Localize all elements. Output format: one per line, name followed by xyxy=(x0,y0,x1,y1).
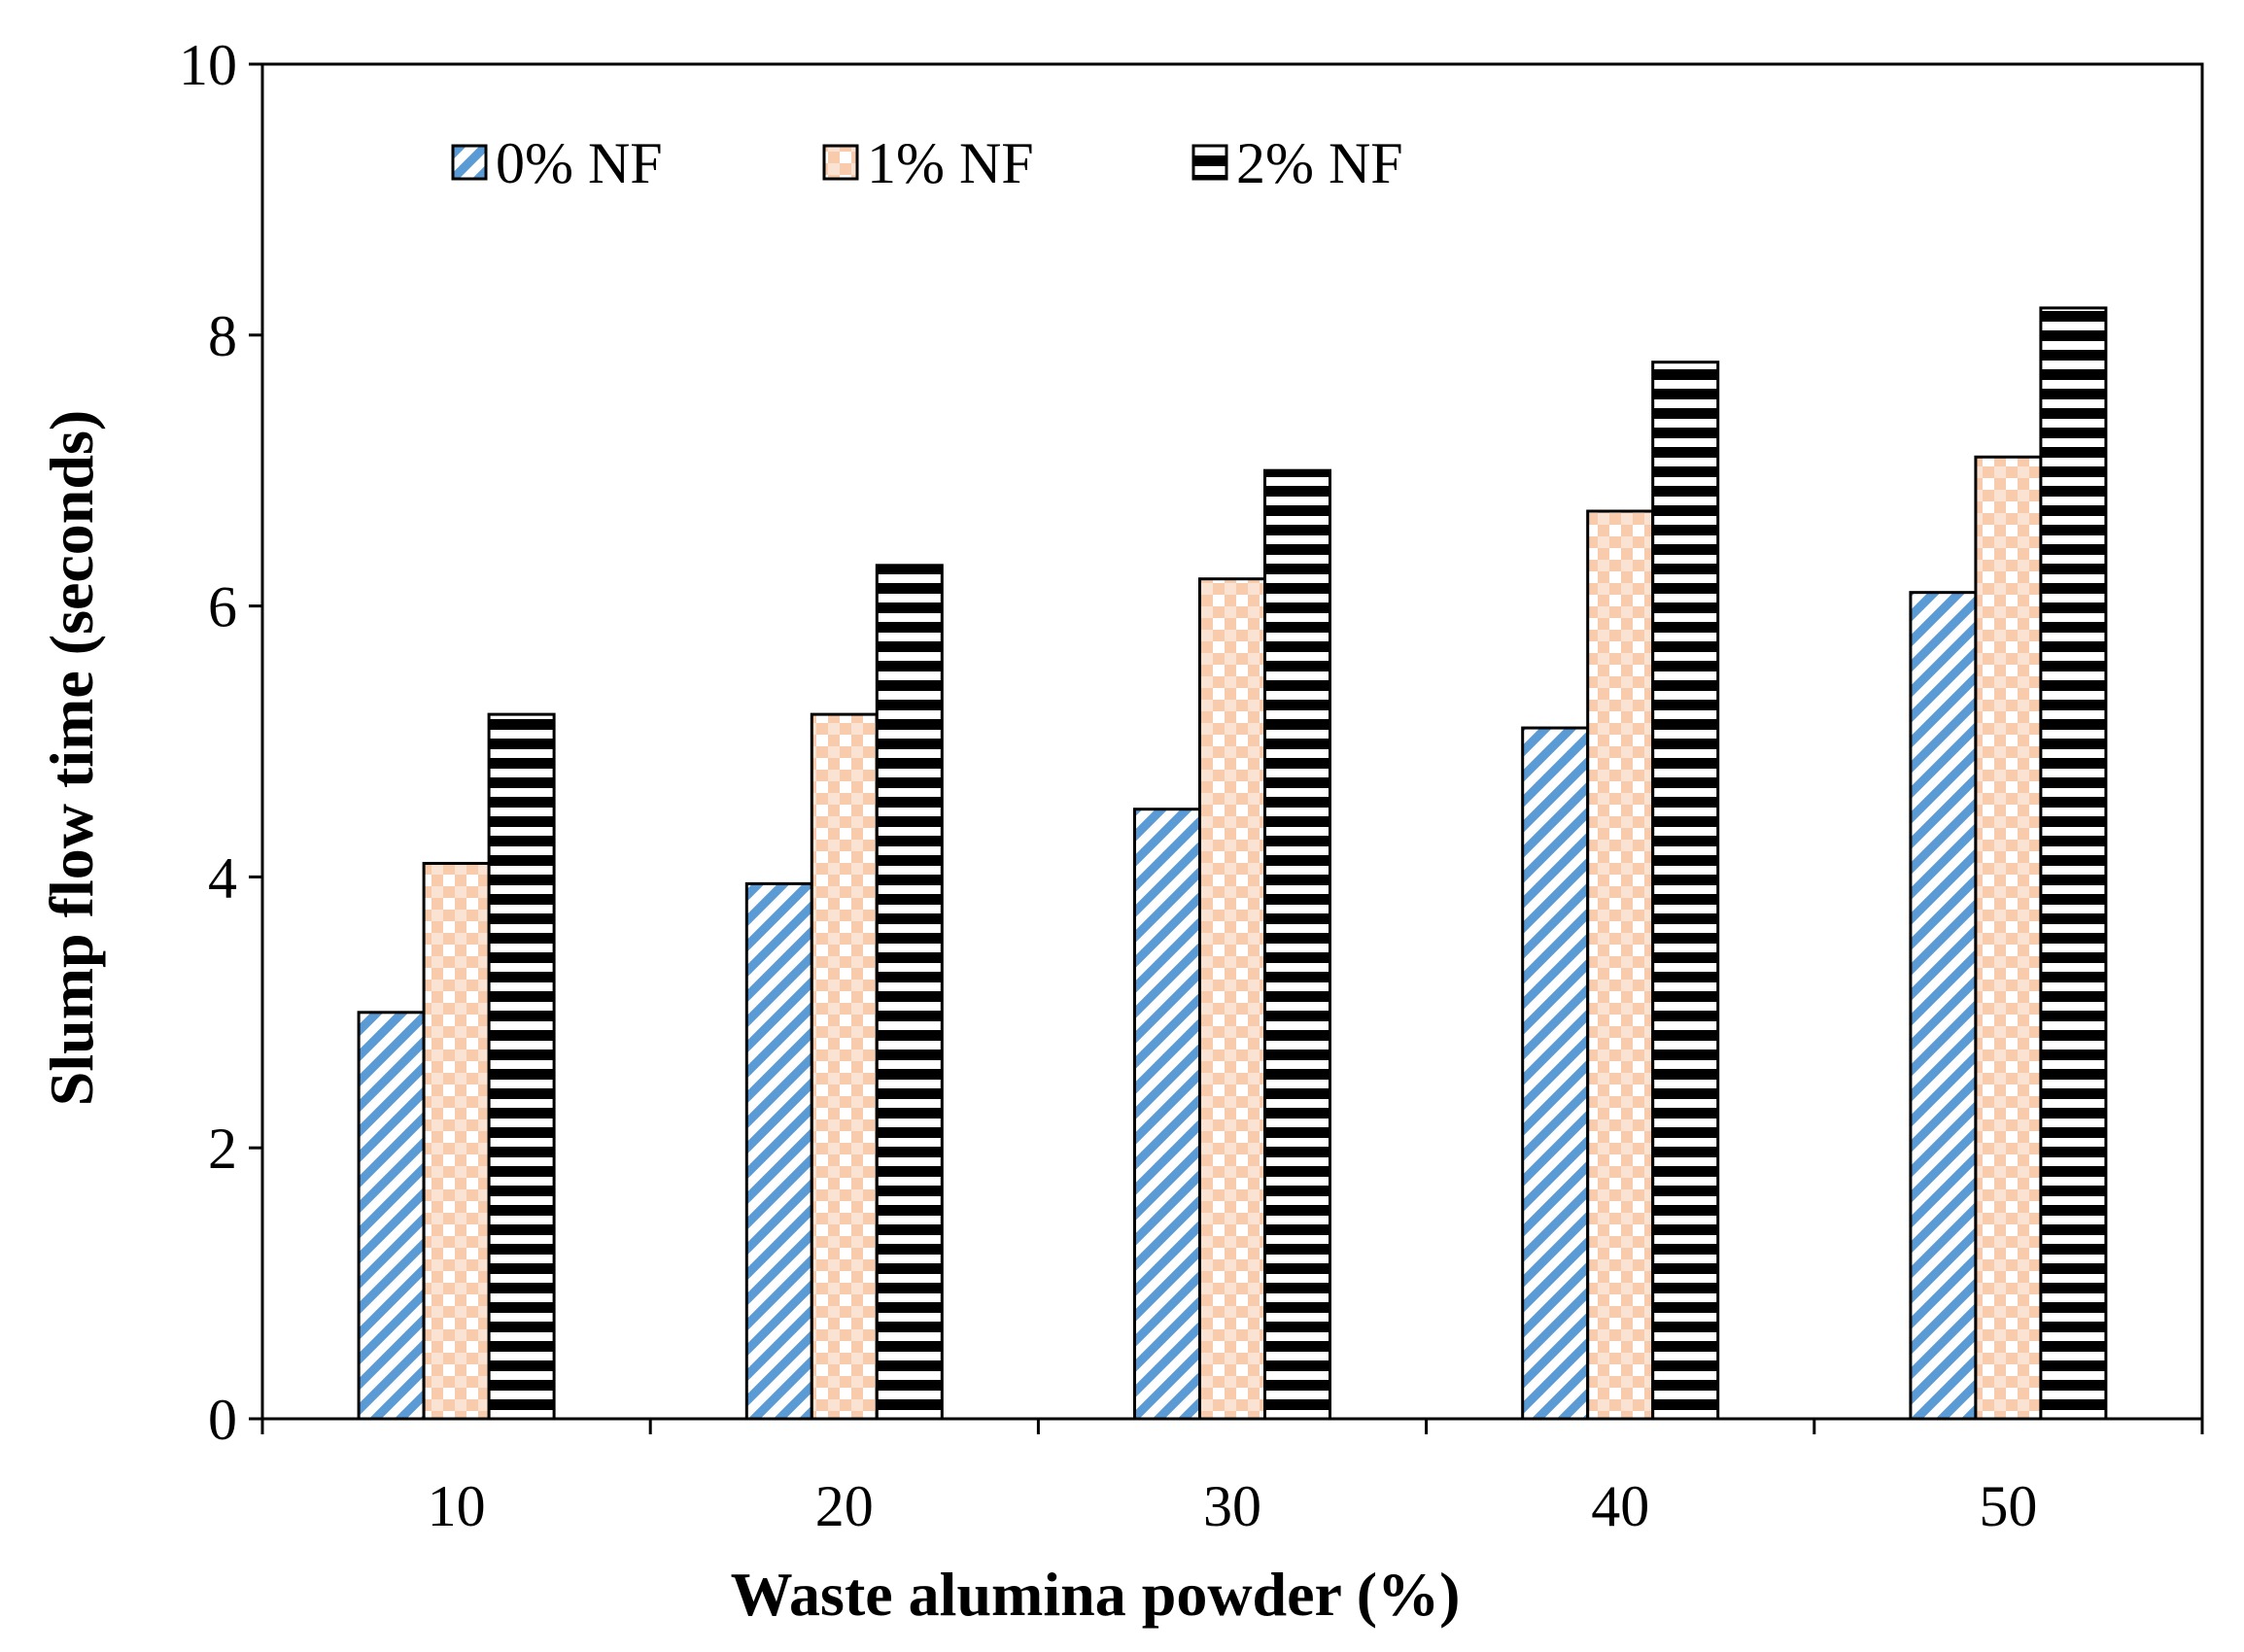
y-tick-label: 2 xyxy=(208,1117,237,1181)
x-axis: 10 20 30 40 50 xyxy=(260,1419,2204,1538)
x-tick-label: 30 xyxy=(1203,1474,1261,1538)
x-axis-title: Waste alumina powder (%) xyxy=(731,1560,1461,1629)
x-tick-label: 20 xyxy=(815,1474,874,1538)
legend-label-0-nf: 0% NF xyxy=(496,131,663,195)
bar-2-nf-20 xyxy=(875,564,944,1421)
bar-1-nf-10 xyxy=(422,861,491,1421)
bar-0-nf-40 xyxy=(1521,726,1590,1421)
legend: 0% NF 1% NF 2% NF xyxy=(451,131,1403,195)
legend-label-2-nf: 2% NF xyxy=(1236,131,1403,195)
bar-1-nf-40 xyxy=(1586,509,1655,1421)
bar-0-nf-30 xyxy=(1133,808,1201,1421)
y-axis-title: Slump flow time (seconds) xyxy=(37,410,106,1106)
y-tick-label: 8 xyxy=(208,304,237,368)
bar-1-nf-30 xyxy=(1198,577,1266,1421)
bars-group xyxy=(357,306,2108,1421)
legend-swatch-2-nf xyxy=(1191,144,1228,181)
bar-2-nf-10 xyxy=(487,712,556,1421)
x-tick-label: 40 xyxy=(1591,1474,1649,1538)
legend-swatch-1-nf xyxy=(822,144,859,181)
legend-swatch-0-nf xyxy=(451,144,488,181)
y-tick-label: 10 xyxy=(179,33,237,97)
bar-2-nf-40 xyxy=(1651,361,1720,1421)
bar-1-nf-20 xyxy=(810,712,879,1421)
legend-label-1-nf: 1% NF xyxy=(867,131,1034,195)
y-axis: 0 2 4 6 8 10 xyxy=(179,33,262,1452)
y-tick-label: 0 xyxy=(208,1388,237,1452)
bar-2-nf-50 xyxy=(2039,306,2108,1421)
y-tick-label: 6 xyxy=(208,575,237,639)
bar-0-nf-50 xyxy=(1909,591,1978,1421)
x-tick-label: 50 xyxy=(1979,1474,2037,1538)
bar-2-nf-30 xyxy=(1263,468,1331,1421)
bar-1-nf-50 xyxy=(1974,455,2043,1421)
bar-0-nf-20 xyxy=(744,881,813,1421)
y-tick-label: 4 xyxy=(208,845,237,910)
x-tick-label: 10 xyxy=(428,1474,486,1538)
bar-0-nf-10 xyxy=(357,1011,426,1421)
